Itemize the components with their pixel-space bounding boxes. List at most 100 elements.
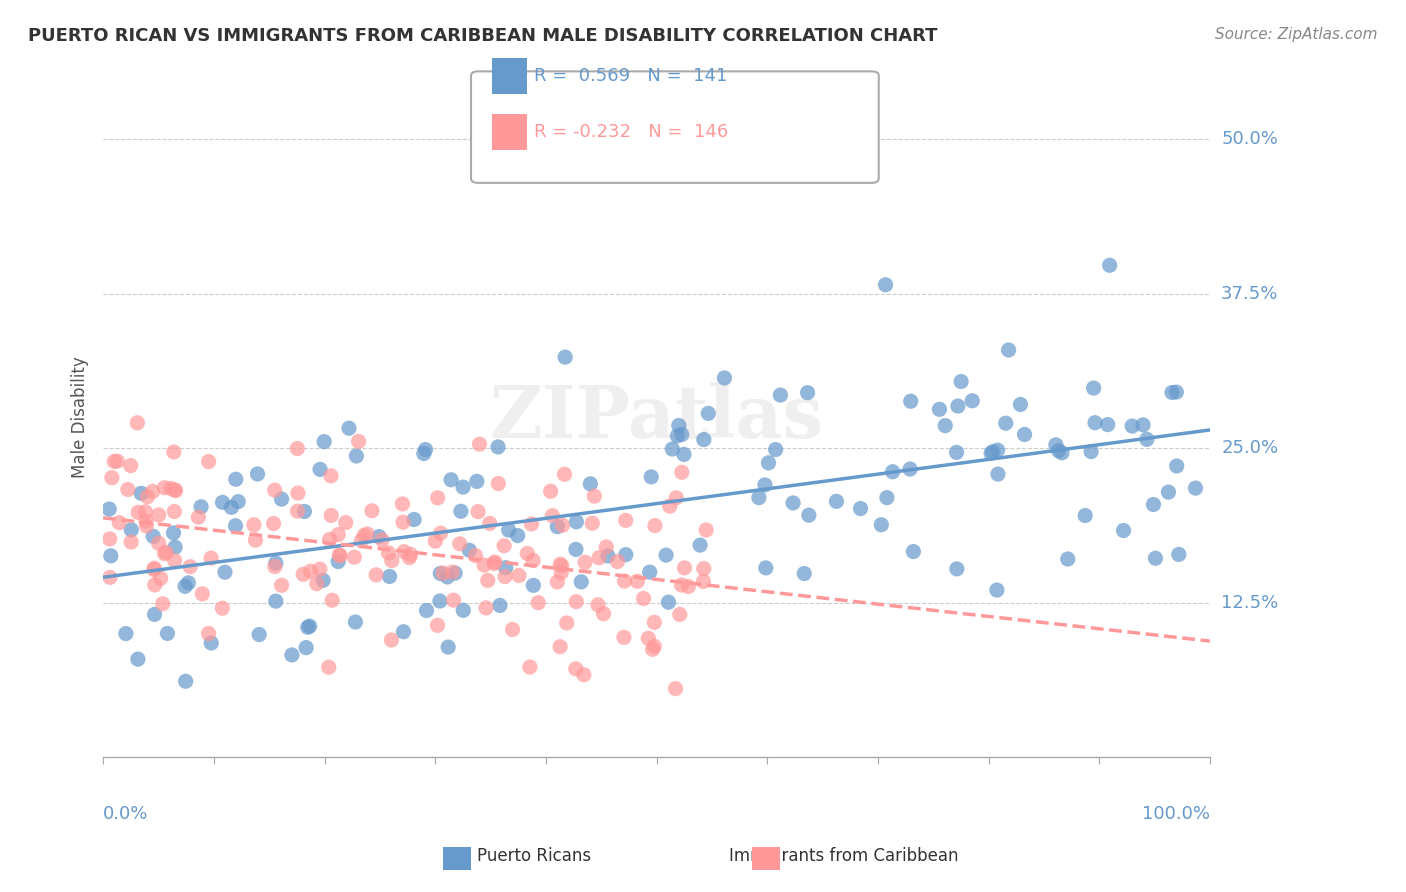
Point bbox=[1083, 381, 1105, 395]
Point bbox=[120, 523, 142, 537]
Point bbox=[754, 478, 776, 492]
Point bbox=[994, 416, 1017, 430]
Point bbox=[127, 652, 149, 666]
Point bbox=[613, 574, 636, 588]
Text: ZIPatlas: ZIPatlas bbox=[489, 382, 824, 453]
Point bbox=[391, 497, 413, 511]
Point bbox=[264, 594, 287, 608]
Point bbox=[765, 442, 787, 457]
Point bbox=[713, 371, 735, 385]
Point bbox=[328, 548, 350, 562]
Point bbox=[344, 449, 367, 463]
Point bbox=[163, 553, 186, 567]
Point bbox=[755, 561, 778, 575]
Point bbox=[377, 546, 399, 560]
Point bbox=[143, 578, 166, 592]
Point bbox=[225, 518, 247, 533]
Point bbox=[1074, 508, 1097, 523]
Point bbox=[165, 483, 187, 498]
Point bbox=[108, 516, 131, 530]
Point bbox=[484, 557, 506, 571]
Point bbox=[287, 504, 309, 518]
Point bbox=[287, 486, 309, 500]
Point bbox=[305, 576, 328, 591]
Point bbox=[486, 476, 509, 491]
Point bbox=[586, 598, 609, 612]
Point bbox=[527, 596, 550, 610]
Point bbox=[292, 567, 315, 582]
Point bbox=[142, 529, 165, 543]
Point bbox=[565, 515, 588, 529]
Point bbox=[595, 540, 617, 554]
Text: 25.0%: 25.0% bbox=[1222, 440, 1278, 458]
Point bbox=[117, 483, 139, 497]
Point bbox=[378, 569, 401, 583]
Point bbox=[572, 667, 595, 681]
Point bbox=[882, 465, 904, 479]
Point bbox=[495, 560, 517, 574]
Point bbox=[429, 566, 451, 581]
Point bbox=[574, 555, 596, 569]
Point bbox=[115, 626, 138, 640]
Point bbox=[644, 518, 666, 533]
Point bbox=[120, 535, 142, 549]
Point bbox=[782, 496, 804, 510]
Point bbox=[633, 591, 655, 606]
Point bbox=[1166, 385, 1188, 400]
Point bbox=[436, 570, 458, 584]
Point bbox=[565, 595, 588, 609]
Point bbox=[997, 343, 1019, 357]
Point bbox=[669, 607, 692, 622]
Text: 100.0%: 100.0% bbox=[1142, 805, 1211, 823]
Point bbox=[554, 350, 576, 364]
Point bbox=[555, 615, 578, 630]
Point bbox=[432, 566, 454, 580]
Point bbox=[225, 472, 247, 486]
Point bbox=[318, 660, 340, 674]
Point bbox=[309, 462, 332, 476]
Point bbox=[441, 565, 464, 579]
Point bbox=[142, 484, 165, 499]
Point bbox=[475, 601, 498, 615]
Point bbox=[127, 416, 149, 430]
Point bbox=[98, 570, 121, 584]
Point bbox=[404, 512, 426, 526]
Text: 12.5%: 12.5% bbox=[1222, 594, 1278, 612]
Point bbox=[155, 545, 177, 559]
Point bbox=[412, 446, 434, 460]
Point bbox=[214, 565, 236, 579]
Point bbox=[148, 508, 170, 522]
Point bbox=[1161, 385, 1184, 400]
Point bbox=[449, 537, 471, 551]
Point bbox=[875, 277, 897, 292]
Point bbox=[671, 465, 693, 479]
Point bbox=[392, 544, 415, 558]
Point bbox=[163, 445, 186, 459]
Point bbox=[211, 495, 233, 509]
Point bbox=[695, 523, 717, 537]
Point bbox=[381, 553, 404, 567]
Text: 0.0%: 0.0% bbox=[103, 805, 149, 823]
Point bbox=[596, 549, 619, 563]
Point bbox=[467, 505, 489, 519]
Point bbox=[105, 454, 128, 468]
Point bbox=[522, 578, 544, 592]
Point bbox=[769, 388, 792, 402]
Point bbox=[614, 548, 637, 562]
Point bbox=[661, 442, 683, 456]
Point bbox=[226, 494, 249, 508]
Point bbox=[692, 574, 714, 589]
Point bbox=[565, 542, 588, 557]
Point bbox=[655, 548, 678, 562]
Point bbox=[429, 594, 451, 608]
Point bbox=[1157, 485, 1180, 500]
Point bbox=[981, 444, 1004, 458]
Point bbox=[1084, 416, 1107, 430]
Point bbox=[321, 593, 343, 607]
Point bbox=[1184, 481, 1206, 495]
Point bbox=[796, 385, 818, 400]
Point bbox=[626, 574, 648, 589]
Point bbox=[415, 603, 437, 617]
Point bbox=[486, 440, 509, 454]
Point bbox=[898, 462, 921, 476]
